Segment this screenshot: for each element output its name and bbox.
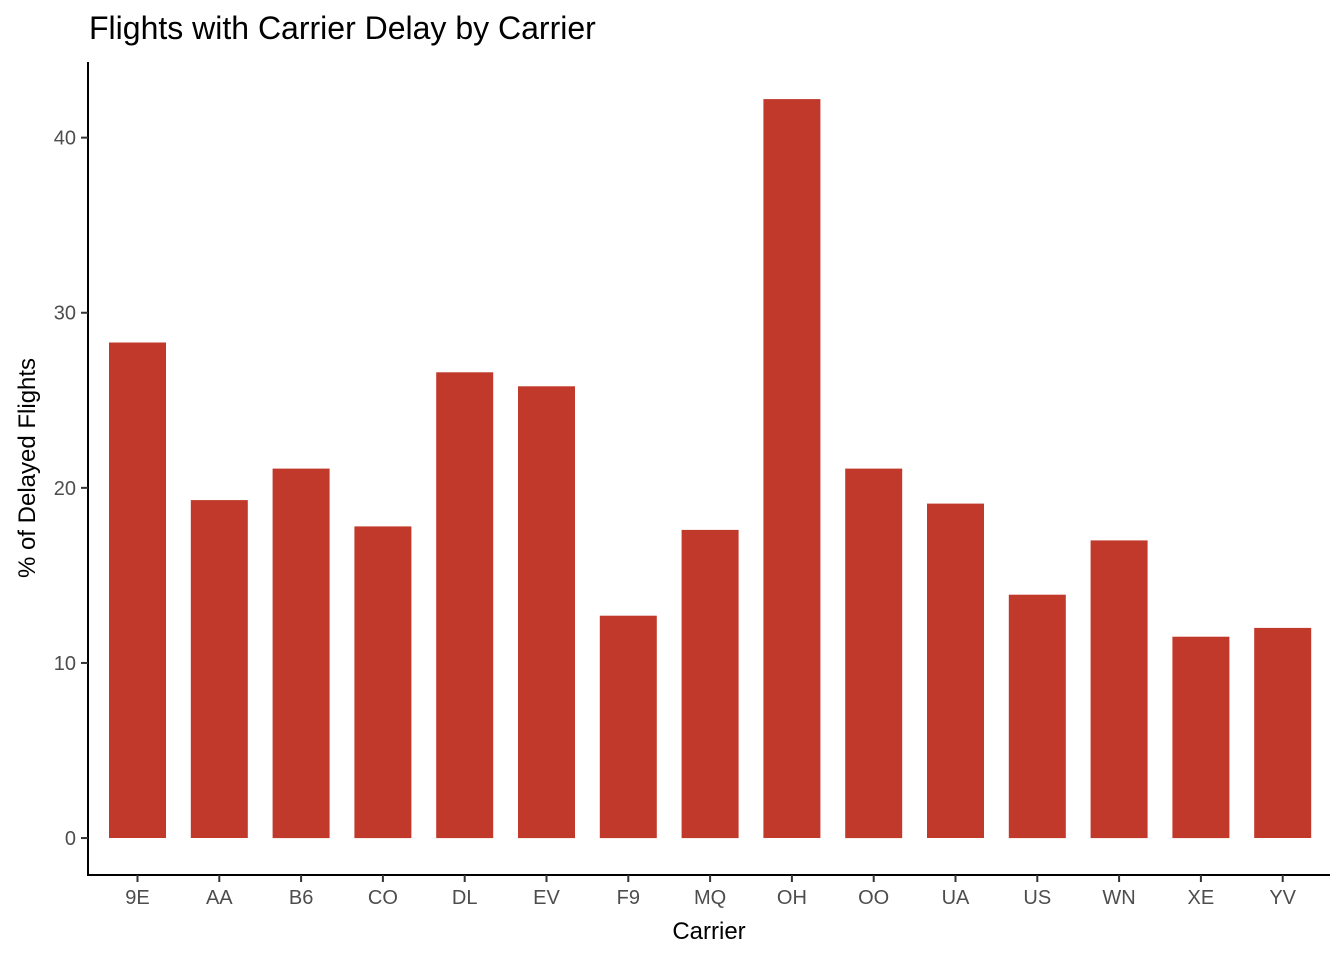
x-tick-label: EV: [533, 887, 560, 909]
chart-title: Flights with Carrier Delay by Carrier: [89, 10, 596, 46]
bar-yv: [1254, 627, 1312, 838]
x-tick-label: 9E: [125, 887, 149, 909]
y-tick-label: 20: [54, 478, 76, 500]
bar-oo: [845, 468, 903, 839]
bar-ua: [927, 503, 984, 838]
bar-b6: [272, 468, 330, 839]
y-axis-title: % of Delayed Flights: [14, 358, 41, 578]
bar-us: [1008, 594, 1066, 839]
y-tick-label: 0: [65, 828, 76, 850]
x-axis-ticks: 9E AA B6 CO DL EV F9 MQ OH OO UA US WN XE YV: [125, 875, 1297, 909]
bar-co: [354, 526, 412, 839]
bar-dl: [436, 372, 494, 839]
x-tick-label: F9: [617, 887, 640, 909]
x-axis-title: Carrier: [672, 918, 745, 945]
bar-f9: [599, 615, 657, 839]
bar-ev: [518, 386, 575, 839]
x-tick-label: AA: [206, 887, 233, 909]
y-tick-label: 40: [54, 128, 76, 150]
bar-wn: [1090, 540, 1148, 839]
x-tick-label: YV: [1269, 887, 1296, 909]
bar-aa: [190, 500, 248, 838]
x-tick-label: OH: [777, 887, 807, 909]
bar-mq: [681, 529, 739, 839]
bar-9e: [109, 342, 166, 838]
y-axis-ticks: 0 10 20 30 40: [54, 128, 88, 850]
bars: [109, 99, 1312, 839]
y-tick-label: 30: [54, 303, 76, 325]
bar-xe: [1172, 636, 1230, 839]
x-tick-label: OO: [858, 887, 889, 909]
x-tick-label: XE: [1188, 887, 1215, 909]
x-tick-label: DL: [452, 887, 478, 909]
x-tick-label: WN: [1102, 887, 1135, 909]
bar-oh: [763, 99, 821, 839]
x-tick-label: CO: [368, 887, 398, 909]
x-tick-label: UA: [942, 887, 970, 909]
x-tick-label: US: [1023, 887, 1051, 909]
x-tick-label: MQ: [694, 887, 726, 909]
x-tick-label: B6: [289, 887, 313, 909]
y-tick-label: 10: [54, 653, 76, 675]
